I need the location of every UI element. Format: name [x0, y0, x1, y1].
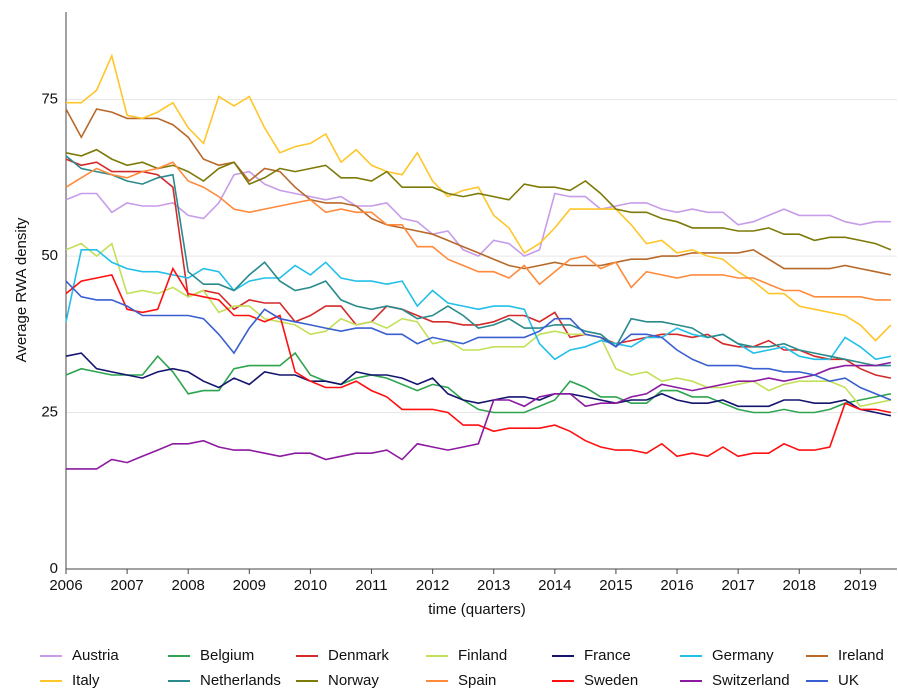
y-axis-label: Average RWA density: [13, 217, 30, 362]
legend-label: Italy: [72, 672, 100, 689]
legend-label: Austria: [72, 647, 119, 664]
x-tick-label: 2006: [49, 577, 82, 594]
legend-label: Switzerland: [712, 672, 790, 689]
series-line: [65, 266, 892, 458]
y-tick-label: 25: [41, 404, 58, 421]
x-tick-label: 2007: [110, 577, 143, 594]
x-tick-label: 2013: [477, 577, 510, 594]
x-tick-label: 2012: [416, 577, 449, 594]
series-line: [65, 161, 891, 301]
series-line: [65, 108, 892, 276]
series-line: [66, 53, 892, 342]
x-tick-label: 2010: [294, 577, 327, 594]
y-tick-label: 0: [50, 560, 58, 577]
legend-label: Denmark: [328, 647, 389, 664]
x-tick-label: 2019: [844, 577, 877, 594]
x-tick-label: 2009: [233, 577, 266, 594]
legend-label: Sweden: [584, 672, 638, 689]
series-line: [65, 352, 892, 417]
y-tick-label: 75: [41, 91, 58, 108]
series-line: [65, 170, 891, 258]
x-tick-label: 2011: [355, 577, 387, 594]
y-tick-label: 50: [41, 247, 58, 264]
x-tick-label: 2016: [660, 577, 693, 594]
series-line: [65, 249, 892, 361]
legend-label: Finland: [458, 647, 507, 664]
x-tick-label: 2014: [538, 577, 571, 594]
x-axis-label: time (quarters): [428, 601, 526, 618]
x-tick-label: 2018: [783, 577, 816, 594]
legend-label: France: [584, 647, 631, 664]
series-line: [65, 351, 892, 414]
series-line: [65, 158, 892, 379]
x-tick-label: 2008: [172, 577, 205, 594]
series-line: [65, 148, 892, 251]
legend-label: Ireland: [838, 647, 884, 664]
legend-label: UK: [838, 672, 859, 689]
series-line: [65, 280, 892, 401]
series-line: [65, 155, 891, 367]
legend-label: Spain: [458, 672, 496, 689]
legend-label: Belgium: [200, 647, 254, 664]
legend-label: Germany: [712, 647, 774, 664]
series-line: [66, 361, 892, 470]
legend-label: Norway: [328, 672, 379, 689]
x-tick-label: 2017: [721, 577, 754, 594]
x-tick-label: 2015: [599, 577, 632, 594]
legend-label: Netherlands: [200, 672, 281, 689]
